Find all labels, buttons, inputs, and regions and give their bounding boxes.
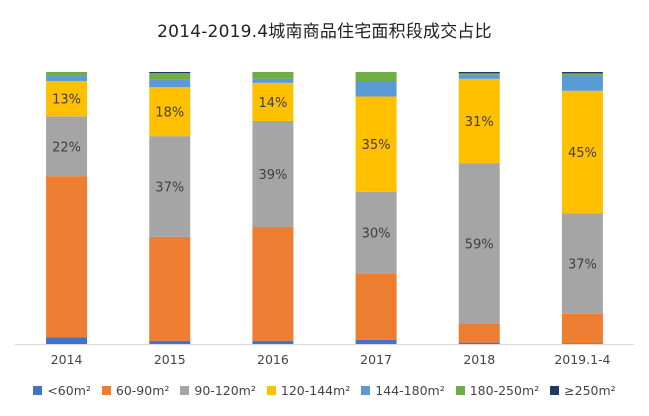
data-label: 35% bbox=[362, 138, 391, 153]
data-label: 22% bbox=[52, 140, 81, 155]
chart-title: 2014-2019.4城南商品住宅面积段成交占比 bbox=[157, 22, 492, 42]
bar-segment bbox=[561, 75, 603, 91]
data-label: 45% bbox=[568, 146, 597, 161]
x-tick-label: 2016 bbox=[257, 352, 289, 367]
data-label: 30% bbox=[362, 226, 391, 241]
data-label: 18% bbox=[155, 106, 184, 121]
chart-legend: <60m² 60-90m² 90-120m² 120-144m² 144-180m² 18… bbox=[0, 383, 649, 398]
bar-segment bbox=[149, 340, 191, 344]
bar-segment bbox=[561, 313, 603, 344]
legend-swatch bbox=[361, 386, 371, 395]
x-tick-label: 2014 bbox=[51, 352, 83, 367]
bar-segment bbox=[561, 73, 603, 76]
bar-segment bbox=[355, 273, 397, 340]
legend-item: 120-144m² bbox=[266, 383, 351, 398]
legend-swatch bbox=[33, 386, 43, 395]
data-label: 31% bbox=[465, 115, 494, 130]
legend-label: ≥250m² bbox=[564, 383, 616, 398]
bar-segment bbox=[46, 80, 88, 117]
bar-segment bbox=[458, 73, 500, 75]
legend-label: 120-144m² bbox=[280, 383, 351, 398]
legend-item: ≥250m² bbox=[550, 383, 616, 398]
bar-segment bbox=[252, 227, 294, 341]
bar-segment bbox=[561, 213, 603, 314]
data-label: 39% bbox=[258, 168, 287, 183]
bar-segment bbox=[355, 72, 397, 82]
data-label: 59% bbox=[465, 237, 494, 252]
bar-segment bbox=[252, 340, 294, 344]
bar-segment bbox=[149, 136, 191, 237]
legend-item: 60-90m² bbox=[101, 383, 170, 398]
legend-item: 144-180m² bbox=[361, 383, 445, 398]
legend-label: 180-250m² bbox=[469, 383, 540, 398]
bar-segment bbox=[252, 78, 294, 83]
data-label: 37% bbox=[568, 257, 597, 272]
bar-segment bbox=[252, 120, 294, 228]
bar-segment bbox=[458, 163, 500, 324]
bar-segment bbox=[355, 96, 397, 192]
data-label: 14% bbox=[258, 96, 287, 111]
bar-segment bbox=[458, 78, 500, 164]
legend-swatch bbox=[101, 386, 111, 395]
bar-segment bbox=[458, 72, 500, 74]
bar-segment bbox=[252, 82, 294, 121]
bar-segment bbox=[46, 116, 88, 177]
data-label: 37% bbox=[155, 181, 184, 196]
bar-segment bbox=[149, 72, 191, 74]
bar-segment bbox=[355, 81, 397, 97]
x-tick-label: 2017 bbox=[360, 352, 392, 367]
legend-swatch bbox=[180, 386, 190, 395]
bar-segment bbox=[149, 79, 191, 88]
bar-segment bbox=[46, 76, 88, 81]
legend-item: <60m² bbox=[33, 383, 91, 398]
legend-item: 180-250m² bbox=[455, 383, 540, 398]
bar-segment bbox=[458, 342, 500, 344]
legend-swatch bbox=[266, 386, 276, 395]
legend-swatch bbox=[455, 386, 465, 395]
legend-item: 90-120m² bbox=[180, 383, 256, 398]
bar-segment bbox=[46, 176, 88, 338]
bar-segment bbox=[561, 343, 603, 344]
bar-segment bbox=[252, 72, 294, 79]
bar-segment bbox=[458, 74, 500, 79]
legend-label: <60m² bbox=[47, 383, 91, 398]
bar-segment bbox=[149, 87, 191, 137]
bar-segment bbox=[561, 72, 603, 74]
bar-segment bbox=[561, 90, 603, 214]
x-tick-label: 2019.1-4 bbox=[554, 352, 610, 367]
bar-segment bbox=[149, 236, 191, 341]
legend-label: 144-180m² bbox=[375, 383, 445, 398]
legend-label: 90-120m² bbox=[194, 383, 256, 398]
legend-swatch bbox=[550, 386, 560, 395]
x-tick-label: 2015 bbox=[154, 352, 186, 367]
x-tick-label: 2018 bbox=[463, 352, 495, 367]
data-label: 13% bbox=[52, 93, 81, 108]
bar-segment bbox=[46, 72, 88, 77]
bar-segment bbox=[46, 337, 88, 344]
legend-label: 60-90m² bbox=[115, 383, 170, 398]
bar-segment bbox=[355, 191, 397, 274]
bar-segment bbox=[458, 323, 500, 343]
bar-segment bbox=[149, 73, 191, 80]
bar-segment bbox=[355, 339, 397, 344]
